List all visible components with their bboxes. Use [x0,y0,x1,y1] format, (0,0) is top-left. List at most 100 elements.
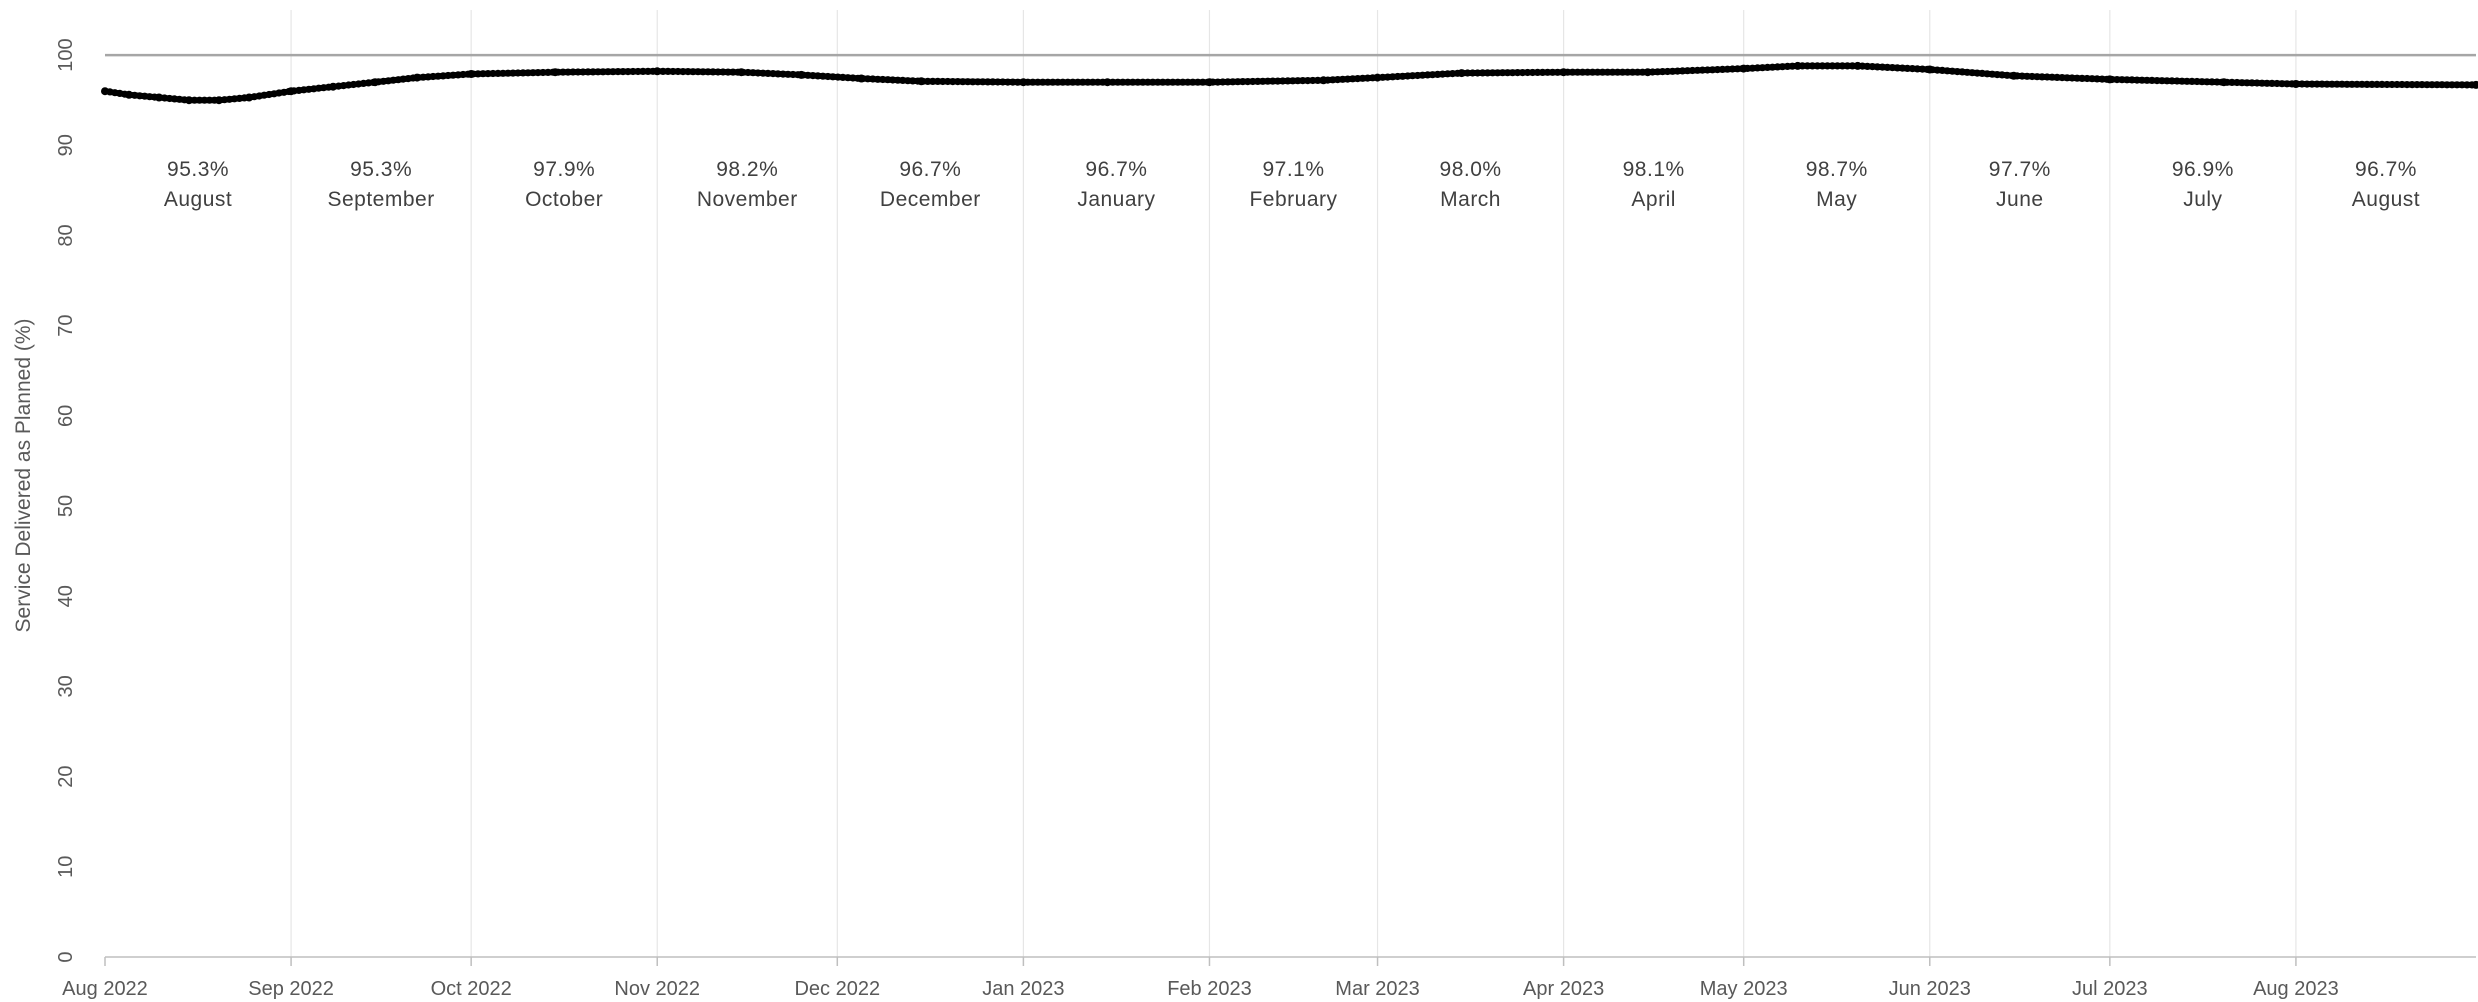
series-marker [714,68,722,76]
series-marker [1279,77,1287,85]
series-marker [559,68,567,76]
x-tick-label: Jan 2023 [982,978,1064,1000]
monthly-summary-labels: 95.3% August 95.3% September 97.9% October 98.… [164,158,2420,211]
series-marker [1194,78,1202,86]
series-marker [2318,80,2326,88]
series-marker [2353,80,2361,88]
series-marker [2138,76,2146,84]
series-marker [2118,76,2126,84]
data-point [1205,78,1214,87]
series-marker [2458,81,2466,89]
month-summary-name: November [697,188,798,211]
month-summary-value: 97.9% [533,158,595,181]
y-tick-40: 40 [55,585,77,607]
series-marker [1614,68,1622,76]
series-marker [669,67,677,76]
x-tick-label: Apr 2023 [1523,978,1604,1000]
series-marker [589,68,597,76]
series-marker [659,67,667,75]
series-marker [2303,80,2311,88]
series-marker [2133,76,2141,84]
series-marker [1059,78,1067,86]
series-marker [704,68,712,76]
series-marker [1659,68,1667,76]
month-summary-value: 98.1% [1623,158,1685,181]
series-marker [1289,77,1297,85]
series-marker [1294,77,1302,85]
series-marker [684,68,692,76]
data-point [413,73,422,82]
series-marker [2333,80,2341,88]
month-summary-name: August [2352,188,2420,211]
series-marker [719,68,727,76]
series-marker [694,68,702,76]
series-marker [2308,80,2316,88]
data-point [797,70,806,79]
series-marker [1109,78,1117,86]
month-summary-name: April [1631,188,1676,211]
month-summary-value: 97.7% [1989,158,2051,181]
series-marker [2393,80,2401,89]
series-marker [934,77,942,85]
series-marker [1269,77,1277,85]
series-marker [2158,77,2166,85]
series-marker [2338,80,2346,88]
month-summary-name: December [880,188,981,211]
x-tick-label: Dec 2022 [794,978,880,1000]
data-point [467,70,476,78]
series-marker [1808,62,1816,70]
series-marker [1214,78,1222,86]
series-marker [1079,78,1087,86]
series-marker [674,67,682,76]
y-tick-labels: 0 10 20 30 40 50 60 70 80 90 100 [55,38,77,962]
series-marker [2433,81,2441,89]
series-marker [2418,81,2426,89]
series-marker [2038,73,2046,81]
month-summary-value: 96.7% [2355,158,2417,181]
series-marker [699,68,707,76]
series-marker [1064,78,1072,86]
series-marker [949,78,957,86]
series-marker [924,77,932,85]
data-point [2105,75,2114,84]
series-marker [2343,80,2351,88]
series-marker [729,68,737,76]
series-marker [2238,79,2246,87]
series-marker [1529,68,1537,77]
series-marker [939,77,947,86]
x-tick-label: Sep 2022 [248,978,334,1000]
series-marker [539,68,547,77]
month-summary-value: 96.9% [2172,158,2234,181]
series-marker [2163,77,2171,85]
series-marker [2153,77,2161,85]
series-marker [1229,78,1237,86]
series-marker [1274,77,1282,85]
data-point [1373,73,1382,82]
series-marker [1224,78,1232,86]
series-marker [1119,78,1127,86]
series-marker [1579,68,1587,76]
month-summary-value: 96.7% [899,158,961,181]
data-point [287,87,296,96]
data-point [1925,65,1934,74]
series-marker [2448,81,2456,89]
series-marker [1838,62,1846,70]
month-summary-name: May [1816,188,1857,211]
series-marker [1539,68,1547,76]
series-marker [634,67,642,76]
month-summary-name: October [525,188,603,211]
series-marker [190,96,199,104]
series-marker [644,67,652,75]
series-marker [2348,80,2356,88]
series-marker [984,78,992,86]
series-marker [2283,80,2291,88]
series-marker [1524,68,1532,77]
series-marker [2358,80,2366,88]
series-marker [529,69,537,77]
data-point [215,96,223,105]
series-marker [1698,66,1707,74]
series-marker [1069,78,1077,86]
data-point [737,68,746,77]
series-marker [200,96,209,104]
